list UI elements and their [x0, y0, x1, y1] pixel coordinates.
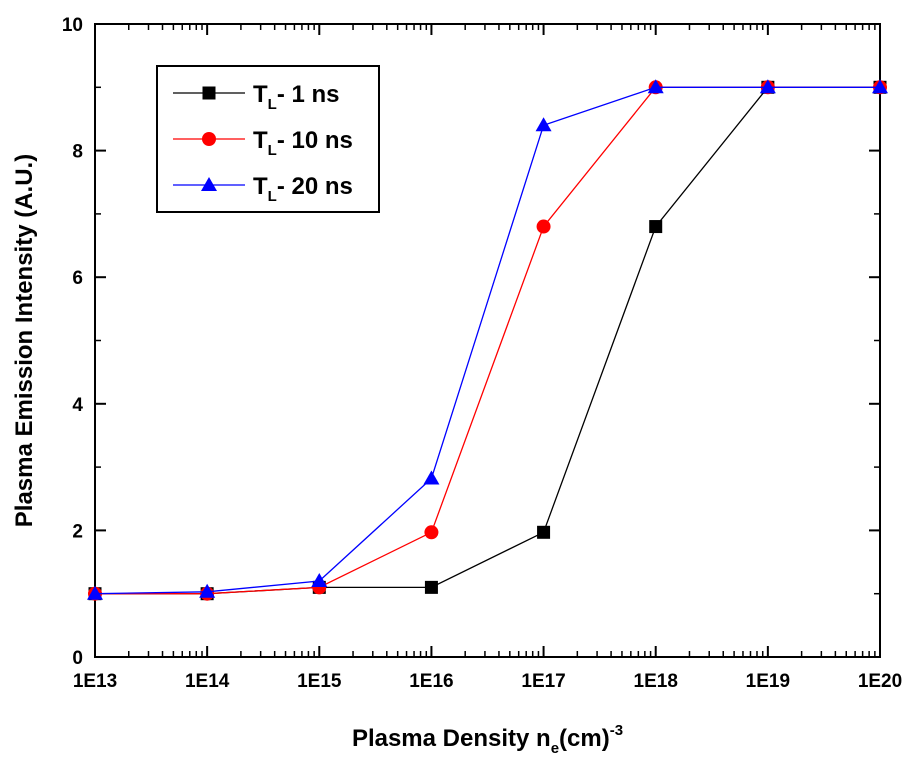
- y-axis-ticks: 0 2 4 6 8 10: [62, 15, 880, 669]
- x-tick-label: 1E20: [858, 671, 902, 692]
- x-axis-title-sub: e: [551, 740, 559, 757]
- data-point: [87, 585, 103, 600]
- data-point: [872, 79, 888, 94]
- legend-swatch-marker: [202, 86, 216, 100]
- series-line: [94, 86, 880, 595]
- y-tick-label: 0: [72, 648, 83, 669]
- x-tick-label: 1E14: [185, 671, 230, 692]
- legend-label-main: T: [253, 127, 268, 154]
- data-point: [535, 117, 552, 132]
- x-axis-title-main: Plasma Density n: [352, 725, 551, 752]
- x-tick-label: 1E15: [297, 671, 342, 692]
- legend-swatch-marker: [201, 177, 217, 191]
- x-tick-label: 1E18: [634, 671, 678, 692]
- legend-label-main: T: [253, 81, 268, 108]
- data-point: [536, 219, 551, 234]
- legend-label-sub: L: [268, 142, 277, 159]
- y-tick-label: 10: [62, 15, 83, 36]
- x-axis-ticks: 1E13 1E14 1E15 1E16 1E17 1E18 1E19 1E20: [73, 24, 902, 692]
- legend-label: TL- 10 ns: [253, 127, 353, 159]
- legend-entry: TL- 10 ns: [173, 127, 353, 159]
- data-point: [537, 525, 551, 539]
- data-point: [759, 79, 776, 94]
- x-tick-label: 1E16: [409, 671, 453, 692]
- data-point: [311, 573, 328, 588]
- data-point: [649, 220, 663, 234]
- y-tick-label: 2: [72, 521, 83, 542]
- legend-label-main: T: [253, 173, 268, 200]
- legend-label-rest: - 20 ns: [277, 173, 353, 200]
- x-tick-label: 1E19: [746, 671, 790, 692]
- legend-label: TL- 20 ns: [253, 173, 353, 205]
- x-axis-title-sup: -3: [610, 722, 623, 739]
- y-tick-label: 4: [72, 395, 83, 416]
- x-axis-title: Plasma Density ne(cm)-3: [352, 722, 623, 757]
- legend-label-rest: - 1 ns: [277, 81, 340, 108]
- x-tick-label: 1E13: [73, 671, 117, 692]
- legend-label-sub: L: [268, 96, 277, 113]
- x-axis-title-rest: (cm): [559, 725, 610, 752]
- data-point: [424, 525, 439, 540]
- x-tick-label: 1E17: [521, 671, 565, 692]
- series-3: [87, 79, 888, 600]
- y-tick-label: 8: [72, 142, 83, 163]
- series-layer: [87, 79, 888, 601]
- legend-swatch-marker: [202, 132, 216, 146]
- data-point: [423, 470, 440, 485]
- data-point: [199, 583, 216, 598]
- legend-label-rest: - 10 ns: [277, 127, 353, 154]
- data-point: [424, 580, 438, 594]
- legend-label-sub: L: [268, 188, 277, 205]
- y-axis-title: Plasma Emission Intensity (A.U.): [11, 154, 38, 527]
- legend-label: TL- 1 ns: [253, 81, 340, 113]
- legend-entry: TL- 1 ns: [173, 81, 340, 113]
- legend-entry: TL- 20 ns: [173, 173, 353, 205]
- y-tick-label: 6: [72, 268, 83, 289]
- data-point: [647, 79, 664, 94]
